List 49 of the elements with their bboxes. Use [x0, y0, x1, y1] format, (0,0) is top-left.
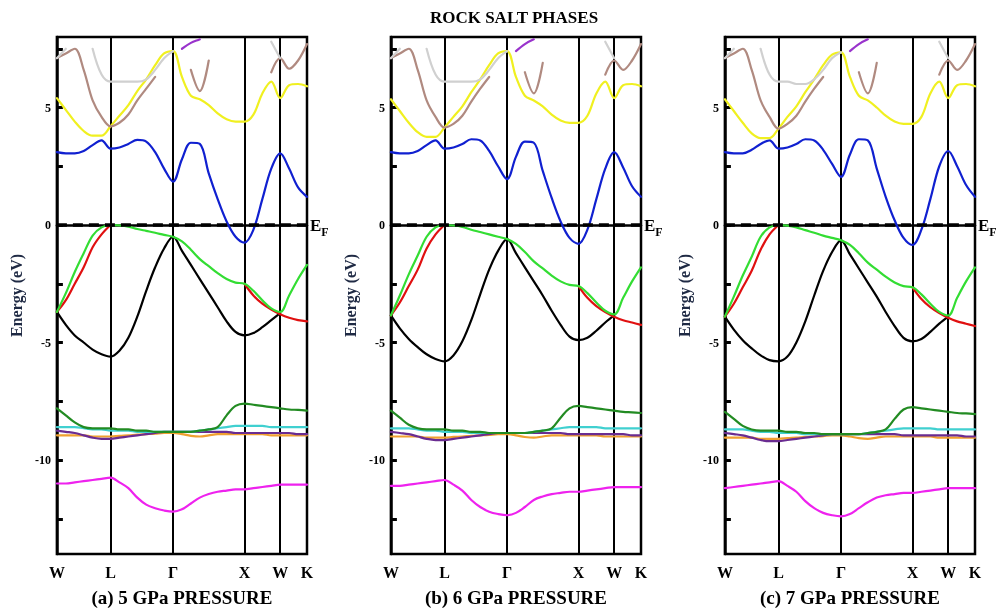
x-tick-label: W: [716, 563, 733, 581]
line-series: [389, 478, 643, 517]
x-tick-label: K: [634, 563, 648, 581]
x-tick-label: X: [906, 563, 919, 581]
y-tick-label: 5: [378, 100, 385, 115]
x-tick-label: Γ: [167, 563, 179, 581]
x-tick-label: W: [272, 563, 289, 581]
x-tick-label: W: [940, 563, 957, 581]
y-tick-label: 0: [378, 218, 385, 232]
x-tick-label: L: [105, 563, 116, 581]
y-axis-title: Energy (eV): [675, 253, 694, 338]
y-tick-label: 5: [712, 100, 719, 115]
y-tick-label: -10: [34, 453, 51, 467]
line-series: [723, 480, 977, 518]
line-series: [723, 51, 977, 140]
x-tick-label: Γ: [835, 563, 847, 581]
x-tick-label: K: [968, 563, 982, 581]
line-series: [389, 50, 643, 138]
line-series: [723, 406, 977, 436]
y-tick-label: 0: [712, 218, 719, 232]
x-tick-label: W: [382, 563, 399, 581]
chart-title: ROCK SALT PHASES: [429, 8, 599, 27]
line-series: [389, 404, 643, 435]
y-axis-title: Energy (eV): [341, 253, 360, 338]
y-tick-label: -5: [708, 335, 719, 350]
y-axis-title: Energy (eV): [7, 253, 26, 338]
x-tick-label: X: [572, 563, 585, 581]
y-tick-label: -5: [40, 335, 51, 350]
x-tick-label: L: [773, 563, 784, 581]
y-tick-label: -10: [702, 453, 719, 467]
y-tick-label: -10: [368, 453, 385, 467]
x-tick-label: W: [606, 563, 623, 581]
line-series: [55, 50, 309, 137]
line-series: [55, 476, 309, 513]
y-tick-label: 0: [44, 218, 51, 232]
line-series: [55, 402, 309, 433]
x-axis-title: (a) 5 GPa PRESSURE: [91, 587, 273, 609]
y-tick-label: -5: [374, 335, 385, 350]
x-axis-title: (c) 7 GPa PRESSURE: [759, 587, 940, 609]
x-tick-label: Γ: [501, 563, 513, 581]
x-tick-label: W: [48, 563, 65, 581]
y-tick-label: 5: [44, 100, 51, 115]
line-series: [723, 138, 977, 247]
line-series: [389, 138, 643, 245]
x-tick-label: L: [439, 563, 450, 581]
x-tick-label: X: [238, 563, 251, 581]
x-axis-title: (b) 6 GPa PRESSURE: [424, 587, 607, 609]
x-tick-label: K: [300, 563, 314, 581]
line-series: [55, 138, 309, 244]
